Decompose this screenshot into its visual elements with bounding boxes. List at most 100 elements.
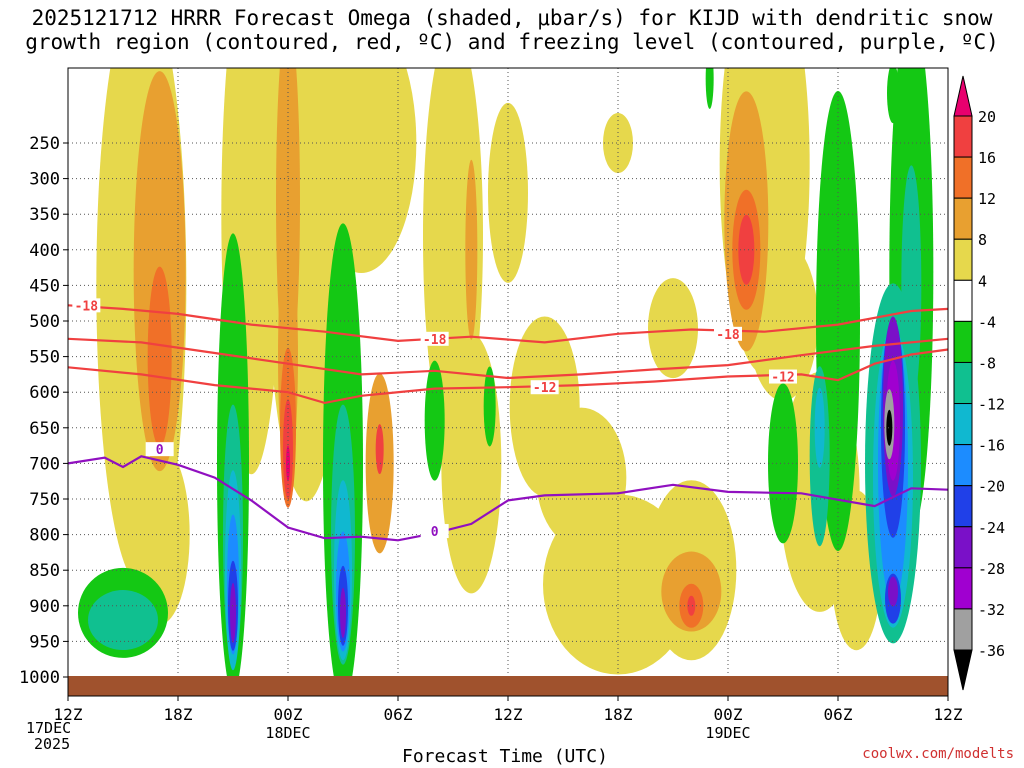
- x-tick-label: 06Z: [384, 705, 413, 724]
- omega-shading: [78, 68, 934, 696]
- colorbar-label: 16: [978, 149, 996, 167]
- y-axis: 250 300 350 400 450 500 550 600 650 700 750 800 850 9…: [19, 134, 68, 688]
- omega-negative-intense: [340, 587, 346, 638]
- colorbar-bin: [953, 320, 973, 363]
- dendritic-isotherm-label-bg: [72, 298, 101, 313]
- y-tick-label: 800: [29, 526, 60, 546]
- omega-negative-moderate: [901, 165, 922, 406]
- dendritic-isotherm-label-bg: [530, 380, 559, 395]
- x-tick-label: 18Z: [604, 705, 633, 724]
- y-tick-label: 350: [29, 205, 60, 225]
- colorbar-bin: [953, 526, 973, 569]
- x-tick-label: 00Z: [714, 705, 743, 724]
- colorbar-label: -24: [978, 519, 1005, 537]
- freezing-level-contours: 00: [68, 442, 948, 542]
- colorbar-bin: [953, 197, 973, 240]
- freezing-isotherm-line: [68, 455, 948, 542]
- x-axis-label: Forecast Time (UTC): [402, 746, 608, 767]
- omega-max-core: [738, 214, 755, 285]
- colorbar-bin: [953, 485, 973, 528]
- y-tick-label: 300: [29, 170, 60, 190]
- omega-positive-area: [536, 407, 627, 548]
- x-tick-date-label: 18DEC: [265, 724, 310, 742]
- y-tick-label: 550: [29, 348, 60, 368]
- dendritic-isotherm-label: -18: [716, 328, 740, 343]
- colorbar-label: -28: [978, 560, 1005, 578]
- dendritic-isotherm-label: -18: [75, 299, 99, 314]
- y-tick-label: 950: [29, 632, 60, 652]
- dendritic-isotherm-line: [68, 304, 948, 344]
- colorbar-bin: [953, 361, 973, 405]
- colorbar-label: -32: [978, 601, 1005, 619]
- start-year-label: 2025: [34, 735, 71, 753]
- y-tick-label: 650: [29, 419, 60, 439]
- x-tick-label: 12Z: [494, 705, 523, 724]
- omega-positive-area: [603, 113, 633, 173]
- x-tick-label: 00Z: [274, 705, 303, 724]
- freezing-isotherm-label: 0: [431, 525, 439, 540]
- omega-positive-core: [465, 159, 478, 340]
- y-tick-label: 500: [29, 312, 60, 332]
- colorbar-bin: [953, 279, 973, 322]
- colorbar-label: 4: [978, 272, 987, 290]
- colorbar-label: -36: [978, 642, 1005, 660]
- omega-negative-intense: [888, 576, 898, 607]
- y-tick-label: 400: [29, 241, 60, 261]
- colorbar-label: -8: [978, 354, 996, 372]
- start-day-label: 17DEC: [26, 719, 72, 737]
- colorbar-bin: [953, 238, 973, 281]
- colorbar-bin: [953, 403, 973, 446]
- y-tick-label: 600: [29, 383, 60, 403]
- dendritic-isotherm-line: [68, 337, 948, 380]
- chart-title: 2025121712 HRRR Forecast Omega (shaded, …: [0, 6, 1024, 54]
- colorbar-label: -16: [978, 437, 1005, 455]
- freezing-isotherm-label-bg: [145, 442, 174, 457]
- y-tick-label: 750: [29, 490, 60, 510]
- colorbar-min-triangle: [953, 649, 973, 691]
- omega-negative-area: [768, 383, 798, 544]
- colorbar-max-triangle: [953, 75, 973, 117]
- title-line-1: 2025121712 HRRR Forecast Omega (shaded, …: [31, 6, 993, 30]
- colorbar-label: 12: [978, 190, 996, 208]
- credit-link[interactable]: coolwx.com/modelts: [862, 746, 1014, 762]
- colorbar-bin: [953, 608, 973, 651]
- omega-negative-area: [887, 68, 899, 124]
- colorbar-label: -4: [978, 313, 996, 331]
- omega-positive-area: [306, 68, 417, 273]
- dendritic-isotherm-label-bg: [420, 331, 449, 346]
- colorbar-bin: [953, 156, 973, 199]
- y-tick-label: 450: [29, 276, 60, 296]
- dendritic-isotherm-label: -12: [533, 381, 556, 396]
- colorbar-bin: [953, 444, 973, 487]
- dendritic-isotherm-label: -18: [423, 333, 447, 348]
- colorbar-legend: 20 16 12 8 4 -4 -8 -12 -16 -20 -24 -28 -32 -36: [953, 75, 1005, 691]
- dendritic-isotherm-label: -12: [771, 371, 794, 386]
- y-tick-label: 250: [29, 134, 60, 154]
- omega-negative-moderate: [88, 590, 158, 651]
- x-tick-label: 12Z: [54, 705, 83, 724]
- y-tick-label: 850: [29, 561, 60, 581]
- colorbar-label: -12: [978, 396, 1005, 414]
- x-tick-date-label: 19DEC: [705, 724, 750, 742]
- omega-negative-area: [424, 360, 445, 481]
- omega-positive-area: [648, 278, 698, 379]
- omega-max-core: [687, 595, 696, 616]
- colorbar-bin: [953, 567, 973, 610]
- freezing-isotherm-label-bg: [420, 524, 449, 539]
- colorbar-bin: [953, 115, 973, 158]
- ground-terrain: [68, 676, 948, 696]
- y-tick-label: 900: [29, 597, 60, 617]
- omega-negative-area: [483, 366, 496, 447]
- y-tick-label: 1000: [19, 668, 60, 688]
- omega-negative-intense: [230, 582, 236, 643]
- x-tick-label: 18Z: [164, 705, 193, 724]
- omega-min-core: [886, 409, 893, 446]
- x-tick-label: 12Z: [934, 705, 963, 724]
- x-tick-label: 06Z: [824, 705, 853, 724]
- omega-max-core: [375, 424, 384, 475]
- y-tick-label: 700: [29, 454, 60, 474]
- colorbar-label: 20: [978, 108, 996, 126]
- dendritic-growth-contours: -18 -18 -18 -12 -12: [68, 298, 948, 405]
- title-line-2: growth region (contoured, red, ºC) and f…: [25, 30, 999, 54]
